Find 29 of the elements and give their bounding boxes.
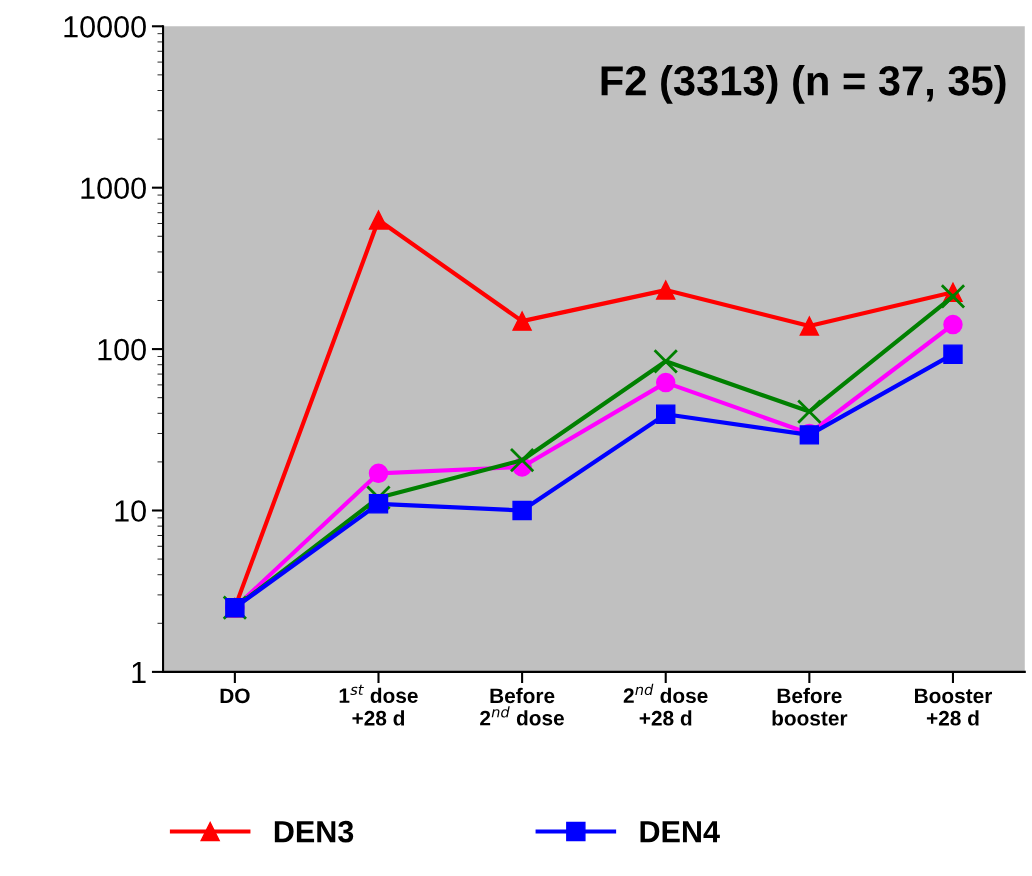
x-tick-label: 1$^{st}$ dose +28 d: [339, 684, 418, 726]
y-tick-label: 10000: [64, 16, 146, 38]
y-tick-label: 10: [115, 500, 146, 522]
x-tick-label: Booster +28 d: [915, 688, 993, 726]
point: [656, 372, 676, 393]
y-tick-label: 1: [132, 661, 146, 683]
point: [509, 447, 535, 473]
point: [940, 283, 966, 309]
x-tick-label: Before 2$^{nd}$ dose: [480, 687, 564, 726]
x-tick-label: 2$^{nd}$ dose +28 d: [623, 683, 708, 726]
point: [943, 344, 963, 364]
x-tick-label: Before booster: [772, 687, 848, 726]
text: F2 (3313) (n = 37, 35): [601, 64, 1006, 104]
legend-label: DEN3: [274, 820, 354, 843]
point: [368, 210, 389, 230]
y-tick-label: 1000: [81, 177, 146, 200]
x-tick-label: DO: [220, 688, 250, 704]
point: [512, 311, 532, 331]
legend-label: DEN4: [640, 821, 720, 843]
point: [368, 494, 389, 514]
point: [512, 500, 532, 521]
point: [653, 348, 679, 374]
point: [656, 404, 676, 424]
point: [368, 463, 389, 484]
y-tick-label: 100: [98, 338, 146, 361]
point: [796, 399, 822, 425]
point: [656, 280, 676, 300]
point: [799, 316, 820, 336]
point: [943, 314, 963, 335]
